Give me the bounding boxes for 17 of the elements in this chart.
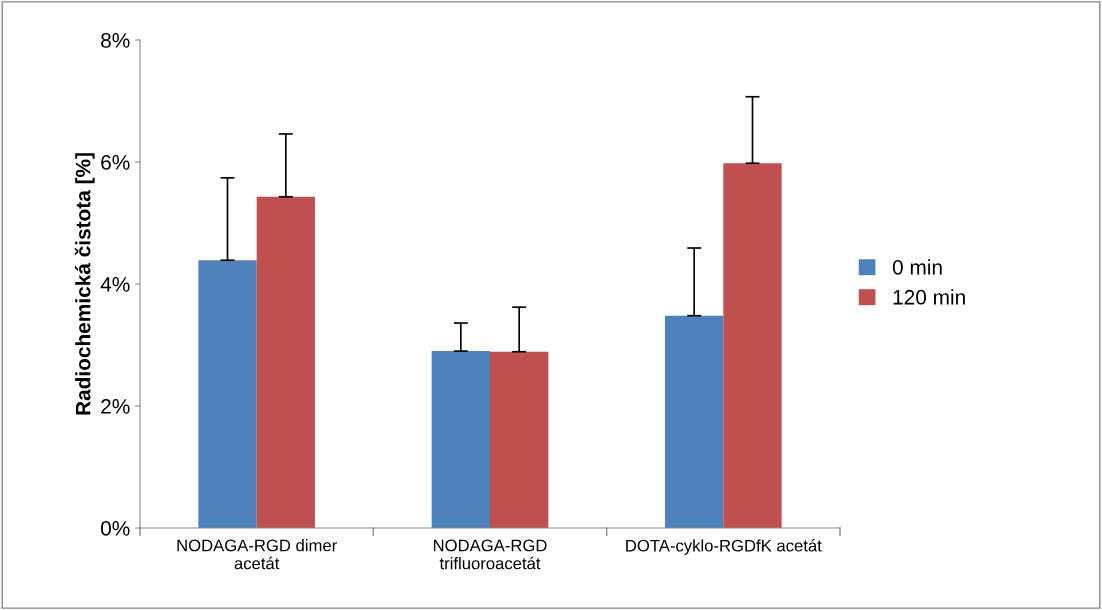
y-tick-label: 4% xyxy=(100,277,130,292)
x-tick-label: NODAGA-RGD trifluoroacetát xyxy=(433,539,547,570)
bar xyxy=(198,260,257,528)
bar xyxy=(490,351,549,528)
bar xyxy=(431,351,490,528)
legend-label: 120 min xyxy=(893,289,965,305)
bar xyxy=(665,315,724,528)
x-tick-label: DOTA-cyklo-RGDfK acetát xyxy=(626,539,822,555)
y-tick-label: 2% xyxy=(101,399,130,414)
x-tick-label: NODAGA-RGD dimer acetát xyxy=(177,539,337,570)
bar xyxy=(256,196,315,528)
y-tick-label: 6% xyxy=(101,155,130,170)
y-tick-label: 0% xyxy=(100,521,130,536)
y-tick-label: 8% xyxy=(101,33,130,48)
bar xyxy=(723,163,782,528)
legend-label: 0 min xyxy=(892,259,942,275)
y-axis-title: Radiochemická čistota [%] xyxy=(74,153,95,415)
